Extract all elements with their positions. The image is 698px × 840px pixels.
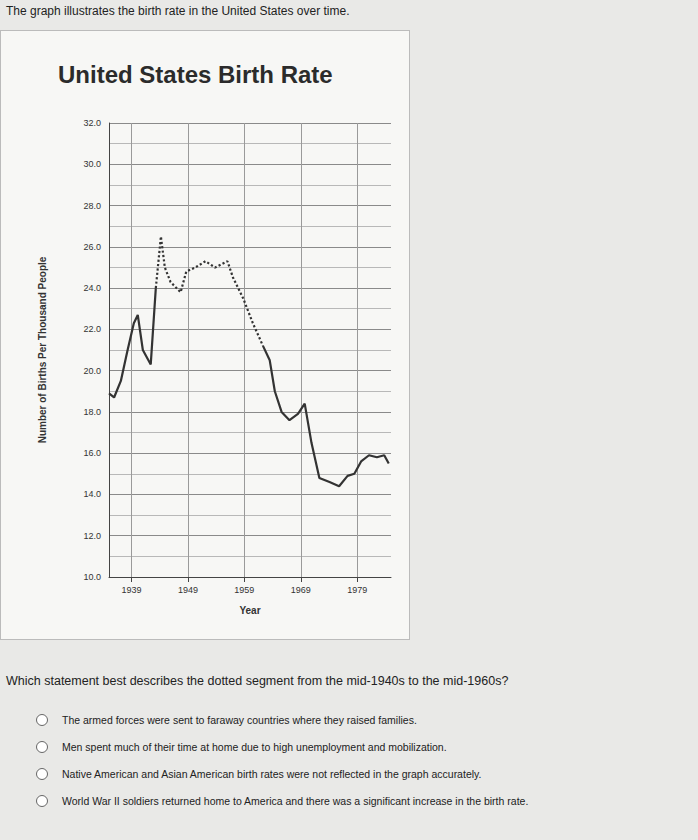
svg-text:26.0: 26.0	[83, 242, 101, 252]
svg-text:Number of Births Per Thousand: Number of Births Per Thousand People	[37, 256, 48, 443]
svg-text:1979: 1979	[347, 585, 367, 595]
svg-text:24.0: 24.0	[83, 283, 101, 293]
svg-text:1959: 1959	[234, 585, 254, 595]
html-text:The graph illustrates the birt: The graph illustrates the birth rate in …	[6, 4, 350, 18]
svg-text:32.0: 32.0	[83, 118, 101, 128]
svg-text:1939: 1939	[122, 585, 142, 595]
svg-text:Year: Year	[239, 605, 260, 616]
html-text:Native American and Asian Amer: Native American and Asian American birth…	[62, 767, 482, 780]
svg-text:1969: 1969	[291, 585, 311, 595]
html-text:World War II soldiers returned: World War II soldiers returned home to A…	[62, 794, 529, 807]
svg-text:1949: 1949	[178, 585, 198, 595]
svg-text:18.0: 18.0	[83, 407, 101, 417]
svg-text:20.0: 20.0	[83, 366, 101, 376]
svg-text:28.0: 28.0	[83, 201, 101, 211]
html-text:The armed forces were sent to: The armed forces were sent to faraway co…	[62, 713, 417, 726]
html-text:Men spent much of their time a: Men spent much of their time at home due…	[62, 740, 447, 753]
html-text:Which statement best describes: Which statement best describes the dotte…	[6, 674, 509, 688]
svg-text:14.0: 14.0	[83, 489, 101, 499]
svg-text:12.0: 12.0	[83, 531, 101, 541]
svg-text:22.0: 22.0	[83, 324, 101, 334]
svg-text:10.0: 10.0	[83, 572, 101, 582]
svg-text:16.0: 16.0	[83, 448, 101, 458]
svg-text:United States Birth Rate: United States Birth Rate	[58, 61, 333, 88]
svg-text:30.0: 30.0	[83, 159, 101, 169]
